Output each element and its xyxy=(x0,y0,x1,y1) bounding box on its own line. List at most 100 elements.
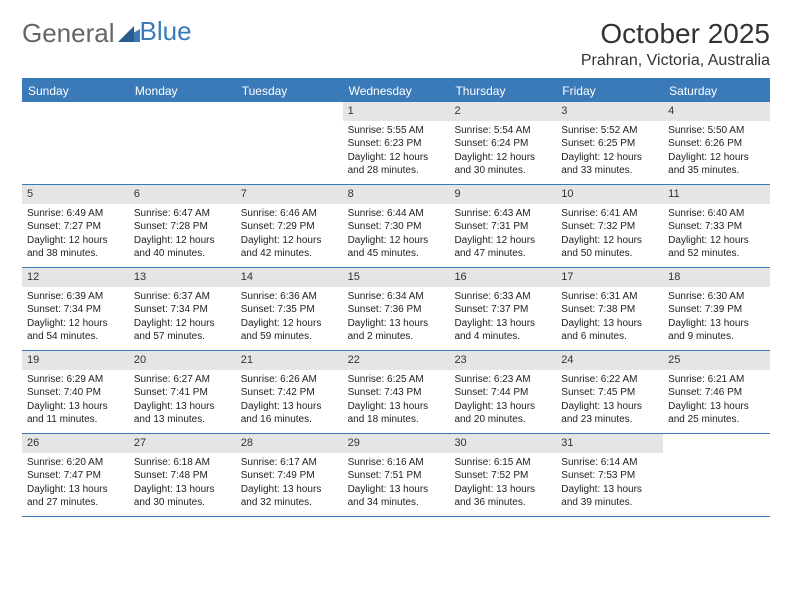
day-number: 1 xyxy=(343,102,450,121)
day-cell: 22Sunrise: 6:25 AMSunset: 7:43 PMDayligh… xyxy=(343,351,450,433)
day-sunset: Sunset: 7:27 PM xyxy=(27,220,124,234)
day-daylight1: Daylight: 12 hours xyxy=(561,234,658,248)
week-row: 19Sunrise: 6:29 AMSunset: 7:40 PMDayligh… xyxy=(22,351,770,434)
day-sunset: Sunset: 6:24 PM xyxy=(454,137,551,151)
day-body: Sunrise: 6:17 AMSunset: 7:49 PMDaylight:… xyxy=(236,456,343,514)
day-daylight2: and 50 minutes. xyxy=(561,247,658,261)
day-sunset: Sunset: 7:40 PM xyxy=(27,386,124,400)
day-daylight2: and 54 minutes. xyxy=(27,330,124,344)
day-number: 12 xyxy=(22,268,129,287)
day-daylight2: and 20 minutes. xyxy=(454,413,551,427)
day-daylight1: Daylight: 12 hours xyxy=(27,234,124,248)
day-daylight1: Daylight: 13 hours xyxy=(134,400,231,414)
day-daylight1: Daylight: 12 hours xyxy=(668,151,765,165)
day-daylight2: and 30 minutes. xyxy=(454,164,551,178)
day-sunset: Sunset: 7:28 PM xyxy=(134,220,231,234)
day-sunrise: Sunrise: 6:30 AM xyxy=(668,290,765,304)
weekday-header: Monday xyxy=(129,80,236,102)
day-daylight1: Daylight: 13 hours xyxy=(454,400,551,414)
day-sunset: Sunset: 7:41 PM xyxy=(134,386,231,400)
day-sunrise: Sunrise: 6:23 AM xyxy=(454,373,551,387)
day-sunrise: Sunrise: 6:33 AM xyxy=(454,290,551,304)
day-cell: 25 Sunrise: 6:21 AMSunset: 7:46 PMDayligh… xyxy=(663,351,770,433)
day-cell: 20Sunrise: 6:27 AMSunset: 7:41 PMDayligh… xyxy=(129,351,236,433)
day-daylight1: Daylight: 13 hours xyxy=(348,317,445,331)
day-sunset: Sunset: 7:46 PM xyxy=(668,386,765,400)
day-cell: 17Sunrise: 6:31 AMSunset: 7:38 PMDayligh… xyxy=(556,268,663,350)
day-sunrise: Sunrise: 6:40 AM xyxy=(668,207,765,221)
day-sunrise: Sunrise: 6:14 AM xyxy=(561,456,658,470)
day-cell: 1Sunrise: 5:55 AMSunset: 6:23 PMDaylight… xyxy=(343,102,450,184)
day-body: Sunrise: 6:16 AMSunset: 7:51 PMDaylight:… xyxy=(343,456,450,514)
day-sunrise: Sunrise: 6:37 AM xyxy=(134,290,231,304)
day-number: 18 xyxy=(663,268,770,287)
day-daylight2: and 32 minutes. xyxy=(241,496,338,510)
day-daylight2: and 16 minutes. xyxy=(241,413,338,427)
day-daylight1: Daylight: 13 hours xyxy=(348,483,445,497)
day-daylight2: and 30 minutes. xyxy=(134,496,231,510)
day-sunset: Sunset: 7:30 PM xyxy=(348,220,445,234)
day-sunrise: Sunrise: 6:17 AM xyxy=(241,456,338,470)
day-number: 15 xyxy=(343,268,450,287)
day-number: 21 xyxy=(236,351,343,370)
weekday-header: Wednesday xyxy=(343,80,450,102)
week-row: 26Sunrise: 6:20 AMSunset: 7:47 PMDayligh… xyxy=(22,434,770,517)
day-cell: 23Sunrise: 6:23 AMSunset: 7:44 PMDayligh… xyxy=(449,351,556,433)
day-daylight1: Daylight: 13 hours xyxy=(241,400,338,414)
day-daylight2: and 6 minutes. xyxy=(561,330,658,344)
day-number: 16 xyxy=(449,268,556,287)
day-daylight2: and 11 minutes. xyxy=(27,413,124,427)
day-sunset: Sunset: 7:35 PM xyxy=(241,303,338,317)
day-number: 24 xyxy=(556,351,663,370)
day-daylight2: and 36 minutes. xyxy=(454,496,551,510)
day-sunset: Sunset: 6:25 PM xyxy=(561,137,658,151)
day-sunset: Sunset: 7:52 PM xyxy=(454,469,551,483)
day-cell: 13Sunrise: 6:37 AMSunset: 7:34 PMDayligh… xyxy=(129,268,236,350)
day-number: 9 xyxy=(449,185,556,204)
day-daylight1: Daylight: 12 hours xyxy=(348,151,445,165)
day-sunrise: Sunrise: 6:18 AM xyxy=(134,456,231,470)
day-sunset: Sunset: 7:47 PM xyxy=(27,469,124,483)
day-daylight1: Daylight: 13 hours xyxy=(668,400,765,414)
day-cell: 8Sunrise: 6:44 AMSunset: 7:30 PMDaylight… xyxy=(343,185,450,267)
day-cell: 26Sunrise: 6:20 AMSunset: 7:47 PMDayligh… xyxy=(22,434,129,516)
day-sunset: Sunset: 6:23 PM xyxy=(348,137,445,151)
weekday-header: Sunday xyxy=(22,80,129,102)
week-row: 1Sunrise: 5:55 AMSunset: 6:23 PMDaylight… xyxy=(22,102,770,185)
day-daylight2: and 18 minutes. xyxy=(348,413,445,427)
day-number: 23 xyxy=(449,351,556,370)
day-sunset: Sunset: 7:48 PM xyxy=(134,469,231,483)
day-body: Sunrise: 5:50 AMSunset: 6:26 PMDaylight:… xyxy=(663,124,770,182)
day-number: 17 xyxy=(556,268,663,287)
day-body: Sunrise: 6:49 AMSunset: 7:27 PMDaylight:… xyxy=(22,207,129,265)
day-cell: 10Sunrise: 6:41 AMSunset: 7:32 PMDayligh… xyxy=(556,185,663,267)
day-cell: 18Sunrise: 6:30 AMSunset: 7:39 PMDayligh… xyxy=(663,268,770,350)
day-daylight2: and 25 minutes. xyxy=(668,413,765,427)
day-number: 25 xyxy=(663,351,770,370)
day-daylight2: and 13 minutes. xyxy=(134,413,231,427)
day-daylight1: Daylight: 13 hours xyxy=(241,483,338,497)
day-sunset: Sunset: 7:53 PM xyxy=(561,469,658,483)
day-daylight1: Daylight: 13 hours xyxy=(668,317,765,331)
day-sunset: Sunset: 7:38 PM xyxy=(561,303,658,317)
day-sunset: Sunset: 7:33 PM xyxy=(668,220,765,234)
day-sunset: Sunset: 7:49 PM xyxy=(241,469,338,483)
day-sunset: Sunset: 7:42 PM xyxy=(241,386,338,400)
day-daylight1: Daylight: 12 hours xyxy=(241,317,338,331)
day-body: Sunrise: 6:33 AMSunset: 7:37 PMDaylight:… xyxy=(449,290,556,348)
day-sunset: Sunset: 7:31 PM xyxy=(454,220,551,234)
day-number: 7 xyxy=(236,185,343,204)
day-sunrise: Sunrise: 6:41 AM xyxy=(561,207,658,221)
day-cell: 28Sunrise: 6:17 AMSunset: 7:49 PMDayligh… xyxy=(236,434,343,516)
day-cell xyxy=(22,102,129,184)
day-daylight1: Daylight: 13 hours xyxy=(561,400,658,414)
day-sunrise: Sunrise: 6:34 AM xyxy=(348,290,445,304)
day-body: Sunrise: 6:40 AMSunset: 7:33 PMDaylight:… xyxy=(663,207,770,265)
day-body: Sunrise: 6:44 AMSunset: 7:30 PMDaylight:… xyxy=(343,207,450,265)
day-body: Sunrise: 6:47 AMSunset: 7:28 PMDaylight:… xyxy=(129,207,236,265)
day-daylight2: and 9 minutes. xyxy=(668,330,765,344)
day-sunrise: Sunrise: 6:21 AM xyxy=(668,373,765,387)
day-body: Sunrise: 6:22 AMSunset: 7:45 PMDaylight:… xyxy=(556,373,663,431)
weekday-header: Saturday xyxy=(663,80,770,102)
day-daylight2: and 35 minutes. xyxy=(668,164,765,178)
